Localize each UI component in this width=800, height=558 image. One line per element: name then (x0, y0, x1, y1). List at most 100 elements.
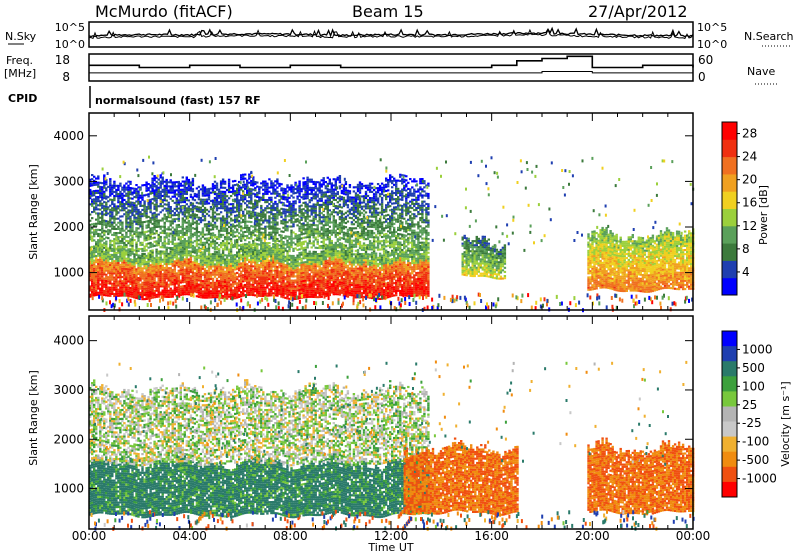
power-cell (141, 199, 143, 201)
power-cell (105, 204, 107, 206)
power-cell (186, 283, 188, 285)
power-cell (172, 190, 174, 192)
power-cell (141, 276, 143, 278)
power-cell (111, 248, 113, 250)
power-cell (135, 252, 137, 254)
power-cell (117, 248, 119, 250)
power-cell (353, 294, 355, 296)
power-cell (170, 224, 172, 226)
power-cell (186, 234, 188, 236)
power-cell (196, 214, 198, 216)
power-cell (353, 257, 355, 259)
power-cell (264, 289, 266, 291)
power-cell (95, 196, 97, 198)
power-cell (155, 199, 157, 201)
power-cell (309, 251, 311, 253)
power-cell (115, 191, 117, 193)
power-cell (127, 195, 129, 197)
power-cell (117, 187, 119, 189)
power-cell (383, 260, 385, 262)
power-cell (323, 275, 325, 277)
power-cell (155, 263, 157, 265)
cpid-label: CPID (8, 92, 37, 105)
power-cell (323, 287, 325, 289)
power-cell (323, 277, 325, 279)
power-cell (111, 234, 113, 236)
power-cell (323, 252, 325, 254)
power-cell (155, 197, 157, 199)
power-cell (367, 261, 369, 263)
power-cell (248, 282, 250, 284)
power-cell (117, 207, 119, 209)
power-cell (232, 289, 234, 291)
power-cell (232, 254, 234, 256)
power-cell (367, 284, 369, 286)
power-cell (174, 239, 176, 241)
power-cell (121, 197, 123, 199)
power-cell (141, 248, 143, 250)
power-cell (337, 262, 339, 264)
power-cell (155, 232, 157, 234)
power-cell (383, 289, 385, 291)
power-cell (111, 277, 113, 279)
power-cell (365, 251, 367, 253)
power-cell (186, 222, 188, 224)
power-cell (276, 270, 278, 272)
power-cell (202, 253, 204, 255)
power-cell (383, 269, 385, 271)
power-cell (186, 179, 188, 181)
power-cell (397, 261, 399, 263)
power-cell (155, 226, 157, 228)
power-cell (208, 288, 210, 290)
power-cell (190, 239, 192, 241)
power-cell (141, 250, 143, 252)
power-cell (172, 257, 174, 259)
power-cell (137, 193, 139, 195)
power-cell (413, 254, 415, 256)
power-cell (95, 225, 97, 227)
power-cell (306, 277, 308, 279)
power-cell (186, 273, 188, 275)
power-cell (399, 276, 401, 278)
power-cell (323, 269, 325, 271)
power-cell (125, 280, 127, 282)
power-cell (125, 232, 127, 234)
power-cell (192, 184, 194, 186)
power-cell (232, 259, 234, 261)
power-cell (109, 295, 111, 297)
power-cell (427, 285, 429, 287)
power-cell (172, 294, 174, 296)
power-cell (186, 244, 188, 246)
power-cell (141, 229, 143, 231)
power-cell (155, 261, 157, 263)
power-cell (174, 212, 176, 214)
power-cell (141, 232, 143, 234)
power-cell (186, 271, 188, 273)
power-cell (125, 226, 127, 228)
power-cell (184, 238, 186, 240)
power-cell (353, 272, 355, 274)
power-cell (168, 196, 170, 198)
power-cell (125, 215, 127, 217)
power-cell (135, 207, 137, 209)
power-cell (383, 285, 385, 287)
power-cell (178, 224, 180, 226)
power-cell (427, 276, 429, 278)
power-cell (166, 179, 168, 181)
power-cell (162, 220, 164, 222)
power-cell (413, 280, 415, 282)
power-cell (135, 188, 137, 190)
power-cell (111, 256, 113, 258)
power-cell (407, 258, 409, 260)
power-cell (306, 288, 308, 290)
power-cell (155, 249, 157, 251)
power-cell (91, 217, 93, 219)
power-cell (188, 179, 190, 181)
power-cell (323, 265, 325, 267)
power-cell (158, 234, 160, 236)
power-cell (95, 290, 97, 292)
power-cell (367, 274, 369, 276)
power-cell (262, 281, 264, 283)
power-cell (306, 267, 308, 269)
power-cell (192, 182, 194, 184)
